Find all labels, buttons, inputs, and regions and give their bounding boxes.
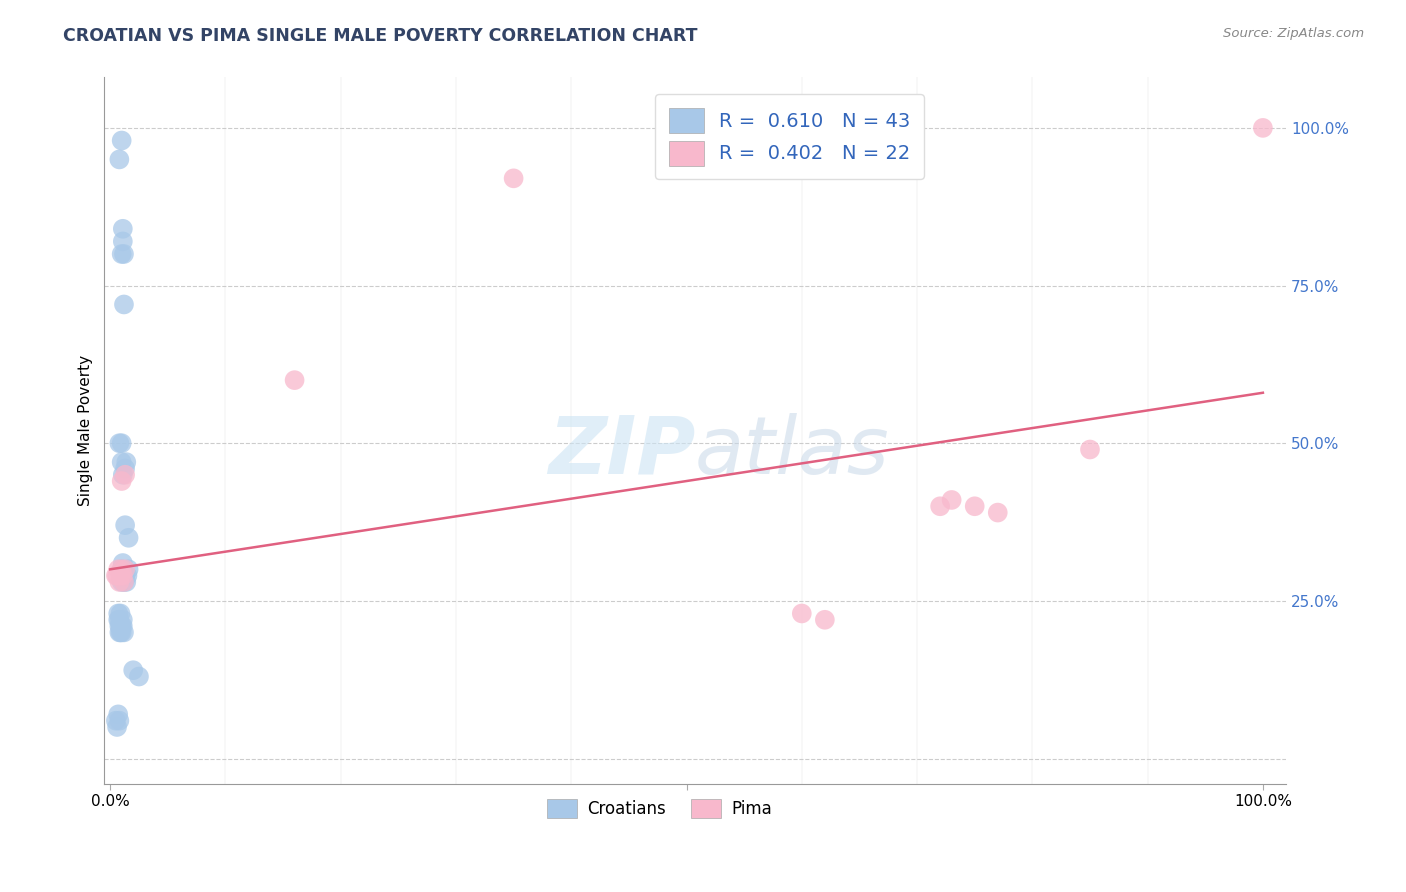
Point: [108, 714, 131, 728]
Point: [115, 574, 138, 589]
Point: [114, 518, 136, 533]
Point: [114, 461, 136, 475]
Point: [108, 436, 131, 450]
Point: [110, 568, 132, 582]
Y-axis label: Single Male Poverty: Single Male Poverty: [79, 355, 93, 506]
Point: [112, 247, 135, 261]
Point: [111, 625, 134, 640]
Point: [111, 436, 134, 450]
Point: [115, 455, 138, 469]
Point: [814, 613, 837, 627]
Point: [110, 607, 132, 621]
Point: [502, 171, 524, 186]
Point: [111, 235, 134, 249]
Text: CROATIAN VS PIMA SINGLE MALE POVERTY CORRELATION CHART: CROATIAN VS PIMA SINGLE MALE POVERTY COR…: [63, 27, 697, 45]
Point: [790, 607, 813, 621]
Point: [114, 568, 136, 582]
Point: [105, 720, 128, 734]
Point: [112, 574, 135, 589]
Point: [111, 467, 134, 482]
Point: [111, 562, 134, 576]
Point: [108, 619, 131, 633]
Point: [1251, 120, 1274, 135]
Point: [929, 500, 952, 514]
Point: [111, 247, 134, 261]
Point: [104, 714, 127, 728]
Point: [122, 663, 145, 677]
Point: [111, 474, 134, 488]
Point: [111, 556, 134, 570]
Point: [284, 373, 307, 387]
Point: [111, 568, 134, 582]
Point: [117, 562, 139, 576]
Point: [111, 221, 134, 235]
Point: [987, 506, 1010, 520]
Point: [112, 625, 135, 640]
Point: [963, 500, 986, 514]
Text: Source: ZipAtlas.com: Source: ZipAtlas.com: [1223, 27, 1364, 40]
Point: [107, 607, 129, 621]
Point: [941, 492, 963, 507]
Point: [110, 619, 132, 633]
Point: [110, 568, 132, 582]
Point: [107, 562, 129, 576]
Point: [114, 562, 136, 576]
Point: [114, 467, 136, 482]
Point: [112, 297, 135, 311]
Point: [111, 134, 134, 148]
Point: [110, 625, 132, 640]
Point: [104, 568, 127, 582]
Point: [105, 568, 128, 582]
Point: [108, 574, 131, 589]
Point: [111, 574, 134, 589]
Point: [112, 574, 135, 589]
Point: [117, 531, 139, 545]
Text: ZIP: ZIP: [548, 413, 695, 491]
Point: [111, 568, 134, 582]
Point: [1078, 442, 1101, 457]
Point: [117, 568, 139, 582]
Point: [108, 613, 131, 627]
Point: [111, 613, 134, 627]
Point: [107, 613, 129, 627]
Text: atlas: atlas: [695, 413, 890, 491]
Point: [111, 619, 134, 633]
Point: [108, 625, 131, 640]
Point: [111, 455, 134, 469]
Point: [111, 562, 134, 576]
Point: [108, 153, 131, 167]
Point: [107, 707, 129, 722]
Point: [128, 669, 150, 683]
Point: [111, 619, 134, 633]
Legend: Croatians, Pima: Croatians, Pima: [541, 792, 779, 825]
